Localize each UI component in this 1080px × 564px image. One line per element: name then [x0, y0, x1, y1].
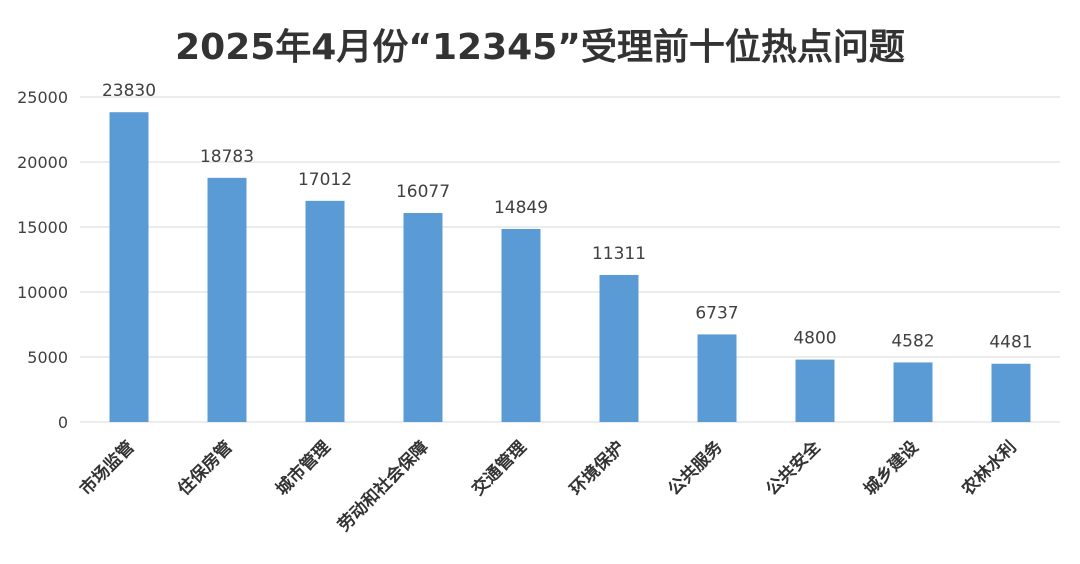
y-axis-ticks: 0 5000 10000 15000 20000 25000 [17, 88, 68, 432]
data-label: 23830 [102, 81, 156, 101]
x-category-label: 市场监管 [76, 437, 139, 500]
data-label: 4582 [891, 331, 934, 351]
x-category-label: 交通管理 [468, 437, 531, 500]
chart-title: 2025年4月份“12345”受理前十位热点问题 [175, 27, 905, 68]
bar [109, 112, 149, 423]
y-tick-label: 20000 [17, 153, 68, 172]
x-category-label: 农林水利 [957, 437, 1021, 501]
x-axis-categories: 市场监管 住保房管 城市管理 劳动和社会保障 交通管理 环境保护 公共服务 公共安全 城乡建设农… [76, 436, 1021, 536]
data-label: 16077 [396, 182, 450, 202]
x-category-label: 城市管理 [272, 437, 335, 500]
x-category-label: 环境保护 [566, 437, 629, 500]
data-label: 4800 [793, 329, 836, 349]
bars [109, 112, 1031, 423]
bar [599, 274, 639, 422]
y-tick-label: 0 [58, 413, 68, 432]
x-category-label: 劳动和社会保障 [334, 437, 433, 536]
bar [207, 177, 247, 422]
data-label: 18783 [200, 147, 254, 167]
bar [893, 362, 933, 422]
data-label: 17012 [298, 170, 352, 190]
data-label: 6737 [695, 303, 738, 323]
x-category-label: 住保房管 [174, 437, 237, 500]
x-category-label: 城乡建设 [860, 437, 923, 500]
y-tick-label: 15000 [17, 218, 68, 237]
bar [697, 334, 737, 422]
y-tick-label: 25000 [17, 88, 68, 107]
bar [795, 359, 835, 422]
bar [991, 363, 1031, 422]
bar [501, 228, 541, 422]
x-category-label: 公共安全 [762, 436, 826, 500]
y-tick-label: 5000 [27, 348, 68, 367]
bar [305, 200, 345, 422]
y-tick-label: 10000 [17, 283, 68, 302]
data-label: 14849 [494, 198, 548, 218]
x-category-label: 公共服务 [664, 436, 728, 500]
data-label: 11311 [592, 244, 646, 264]
bar [403, 212, 443, 422]
data-label: 4481 [989, 333, 1032, 353]
data-labels: 23830 18783 17012 16077 14849 11311 6737 4800 45… [102, 81, 1033, 353]
